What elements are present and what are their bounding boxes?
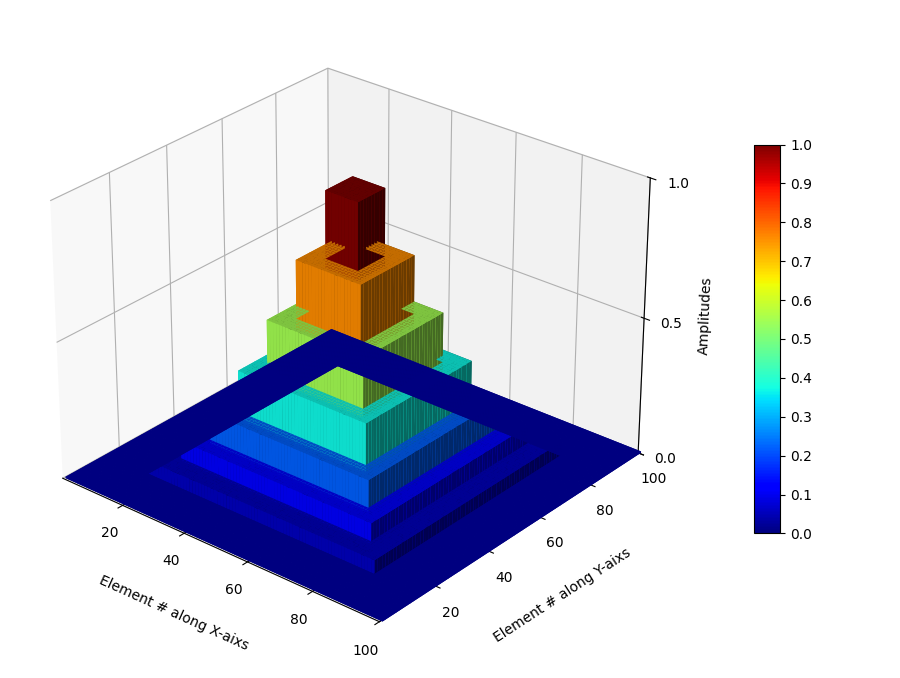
Y-axis label: Element # along Y-aixs: Element # along Y-aixs	[491, 546, 634, 645]
X-axis label: Element # along X-aixs: Element # along X-aixs	[97, 574, 251, 654]
